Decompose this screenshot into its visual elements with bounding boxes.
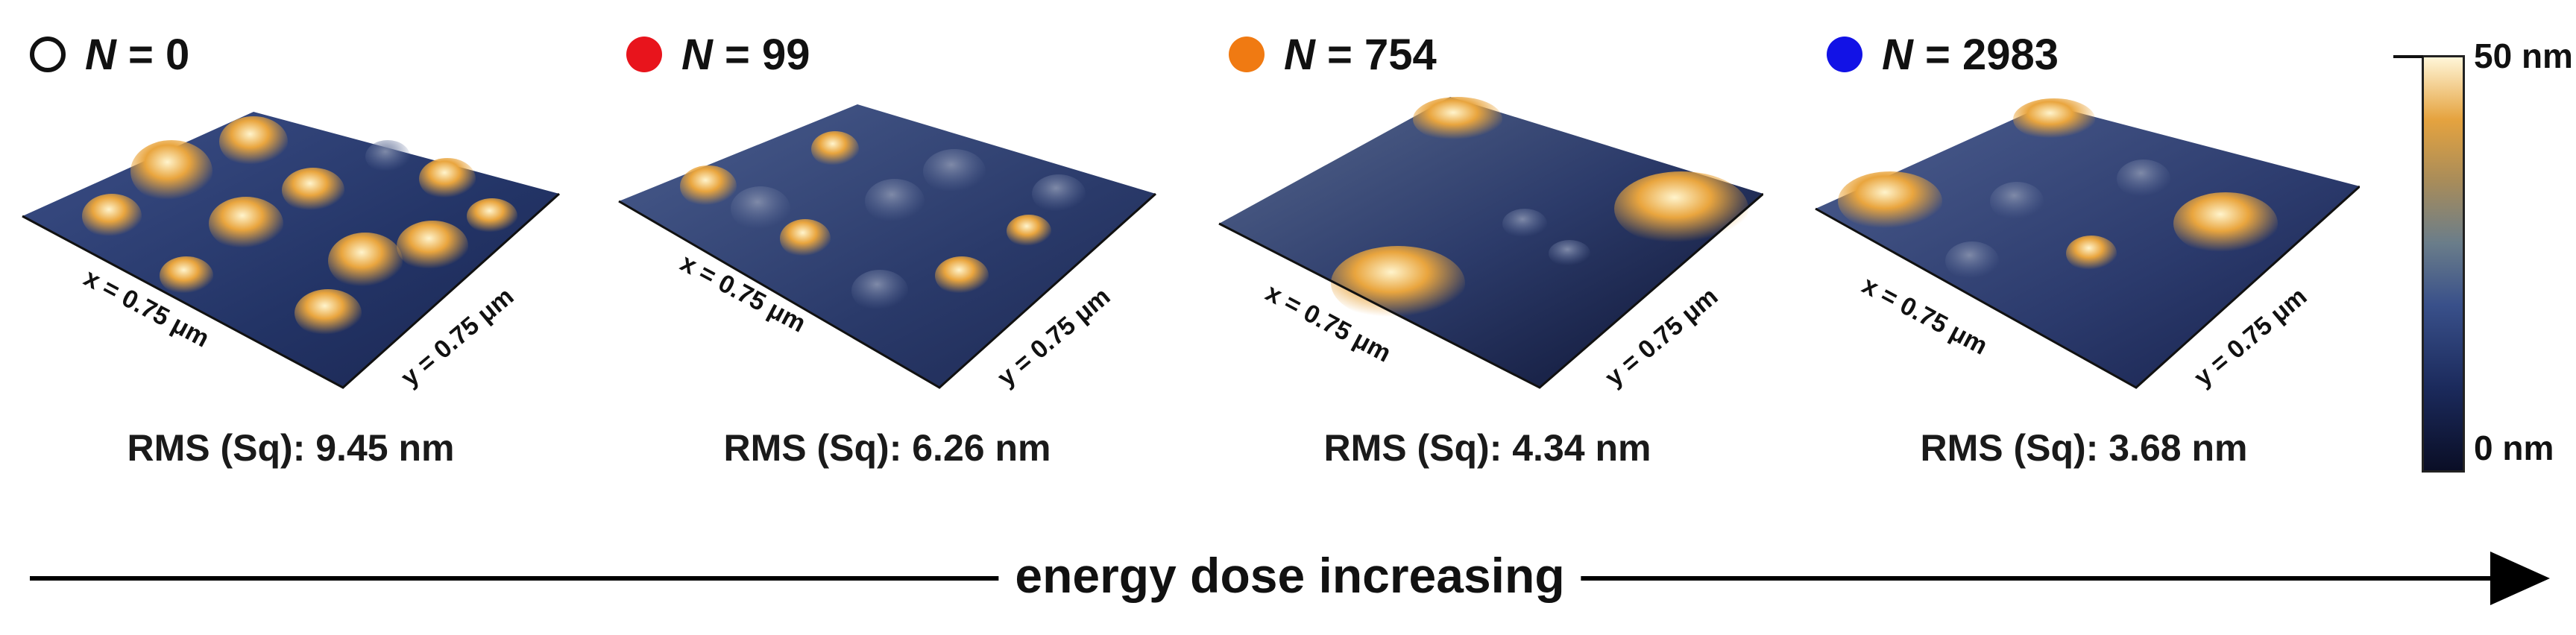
afm-surface-4: x = 0.75 μm y = 0.75 μm	[1815, 98, 2360, 392]
rms-value-3: RMS (Sq): 4.34 nm	[1323, 427, 1651, 469]
rms-value-2: RMS (Sq): 6.26 nm	[723, 427, 1051, 469]
open-circle-marker	[30, 37, 66, 72]
surface-3-bumps	[1331, 97, 1748, 320]
arrow-label: energy dose increasing	[998, 547, 1581, 604]
panel-4-title: N = 2983	[1827, 28, 2059, 80]
rms-value-4: RMS (Sq): 3.68 nm	[1920, 427, 2248, 469]
panel-2-title: N = 99	[626, 28, 810, 80]
rms-value-1: RMS (Sq): 9.45 nm	[127, 427, 455, 469]
afm-surface-2: x = 0.75 μm y = 0.75 μm	[618, 104, 1157, 392]
afm-surface-1: x = 0.75 μm y = 0.75 μm	[22, 112, 561, 392]
energy-dose-arrow: energy dose increasing	[30, 547, 2550, 605]
panel-1-title: N = 0	[30, 28, 189, 80]
red-circle-marker	[626, 37, 662, 72]
colorbar-max-tick	[2393, 55, 2423, 58]
arrow-head-icon	[2490, 552, 2550, 605]
surface-1-bumps	[82, 116, 517, 337]
orange-circle-marker	[1229, 37, 1265, 72]
height-colorbar	[2422, 55, 2465, 473]
surface-2-bumps	[680, 131, 1086, 312]
blue-circle-marker	[1827, 37, 1862, 72]
colorbar-min-label: 0 nm	[2474, 429, 2554, 467]
colorbar-max-label: 50 nm	[2474, 37, 2573, 75]
afm-surface-3: x = 0.75 μm y = 0.75 μm	[1218, 97, 1763, 392]
panel-3-title: N = 754	[1229, 28, 1437, 80]
surface-4-bumps	[1838, 98, 2278, 280]
